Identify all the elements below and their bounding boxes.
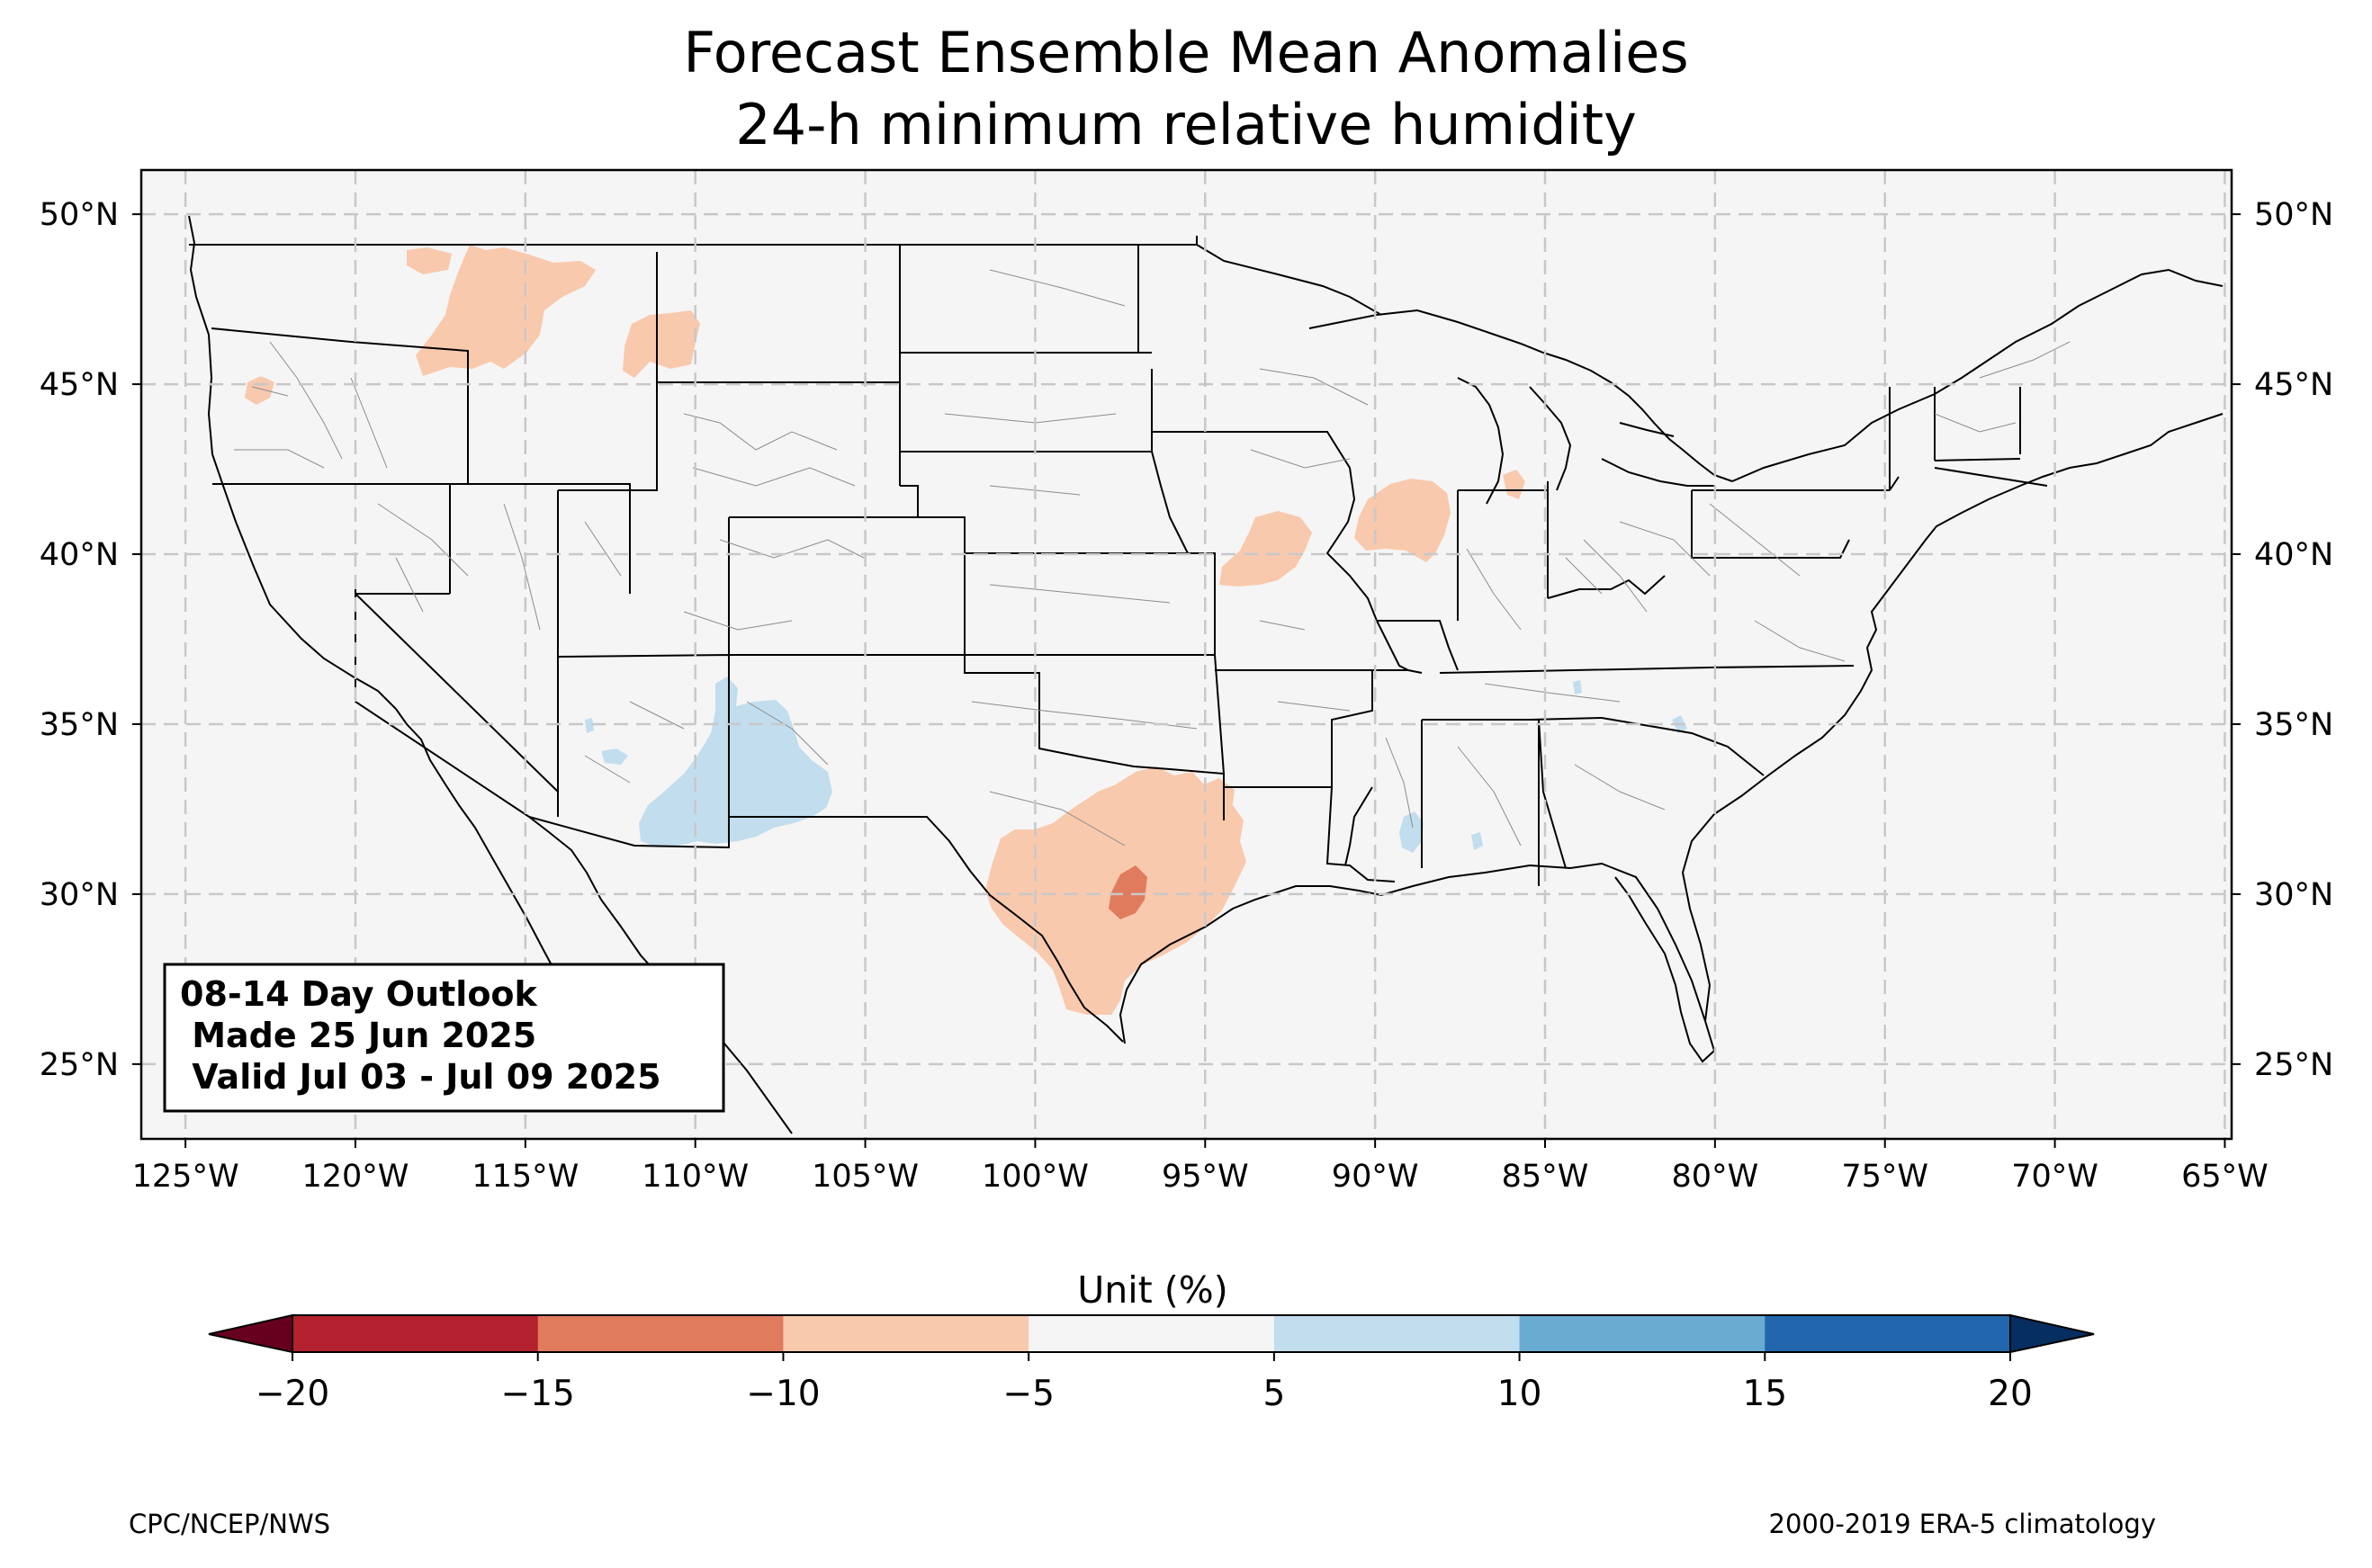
colorbar-segment <box>292 1315 539 1352</box>
lat-tick-label-right: 30°N <box>2254 877 2333 913</box>
anomaly-region-indiana-small <box>1503 470 1525 499</box>
colorbar-segment <box>1273 1315 1521 1352</box>
footer-source: CPC/NCEP/NWS <box>129 1509 330 1539</box>
lat-tick-labels-left: 50°N 45°N 40°N 35°N 30°N 25°N <box>40 197 119 1083</box>
lon-tick-label: 120°W <box>302 1159 409 1195</box>
colorbar-tick-label: −5 <box>1002 1374 1055 1414</box>
anomaly-region-east-texas-small <box>1204 778 1235 823</box>
info-box-frame <box>163 963 725 1113</box>
info-box-made-date: Made 25 Jun 2025 <box>180 1016 536 1055</box>
lat-tick-label-left: 40°N <box>40 537 119 573</box>
lat-tick-label-left: 25°N <box>40 1047 119 1083</box>
colorbar-segments <box>292 1315 2011 1352</box>
lon-tick-label: 125°W <box>132 1159 239 1195</box>
lat-tick-label-left: 30°N <box>40 877 119 913</box>
colorbar-segment <box>537 1315 784 1352</box>
lon-tick-label: 110°W <box>642 1159 749 1195</box>
lat-tick-label-right: 25°N <box>2254 1047 2333 1083</box>
lat-tick-label-left: 50°N <box>40 197 119 233</box>
lat-tick-label-right: 50°N <box>2254 197 2333 233</box>
baja-coast <box>528 816 793 1134</box>
gulf-coast <box>1119 862 1716 1063</box>
anomaly-region-texas-core <box>1109 865 1147 919</box>
border-west <box>211 245 2048 886</box>
colorbar-segment <box>1519 1315 1766 1352</box>
lon-tick-label: 115°W <box>472 1159 579 1195</box>
lon-tick-label: 85°W <box>1502 1159 1589 1195</box>
lat-tick-label-left: 35°N <box>40 707 119 743</box>
map-panel: 125°W 120°W 115°W 110°W 105°W 100°W 95°W 90°W 85… <box>40 168 2333 1195</box>
pacific-coast <box>188 215 599 1049</box>
great-lakes <box>1308 309 1733 505</box>
footer-climatology: 2000-2019 ERA-5 climatology <box>1769 1509 2156 1539</box>
anomaly-region-new-mexico <box>639 676 832 847</box>
colorbar-segment <box>783 1315 1029 1352</box>
colorbar-tick-label: −10 <box>746 1374 820 1414</box>
lon-tick-labels: 125°W 120°W 115°W 110°W 105°W 100°W 95°W 90°W 85… <box>132 1159 2269 1195</box>
colorbar-tick-label: 5 <box>1262 1374 1285 1414</box>
anomaly-region-arizona-small <box>601 748 628 765</box>
colorbar-tick-label: −15 <box>501 1374 575 1414</box>
colorbar-tick-label: 10 <box>1497 1374 1542 1414</box>
map-frame <box>139 168 2233 1141</box>
anomaly-region-mississippi <box>1399 811 1424 853</box>
title-line-1: Forecast Ensemble Mean Anomalies <box>683 20 1688 85</box>
colorbar-segment <box>1029 1315 1275 1352</box>
colorbar-over-extension <box>2009 1313 2095 1354</box>
atlantic-coast <box>1681 413 2224 1022</box>
colorbar-tick-label: −20 <box>256 1374 329 1414</box>
colorbar: Unit (%) −20 −15 −10 −5 5 10 15 20 <box>208 1268 2095 1414</box>
lon-tick-label: 80°W <box>1672 1159 1759 1195</box>
anomaly-region-north-idaho <box>407 247 452 274</box>
colorbar-label: Unit (%) <box>1077 1268 1227 1312</box>
colorbar-ticks: −20 −15 −10 −5 5 10 15 20 <box>256 1352 2033 1414</box>
anomaly-region-northern-rockies <box>416 245 596 376</box>
lat-tick-labels-right: 50°N 45°N 40°N 35°N 30°N 25°N <box>2254 197 2333 1083</box>
anomaly-region-missouri <box>1219 511 1312 587</box>
info-box-outlook: 08-14 Day Outlook <box>180 974 538 1014</box>
anomaly-region-georgia-dot <box>1573 680 1582 694</box>
lon-tick-label: 65°W <box>2181 1159 2269 1195</box>
lon-tick-label: 95°W <box>1162 1159 1249 1195</box>
coastline-layer <box>188 215 2224 1134</box>
lat-tick-label-right: 40°N <box>2254 537 2333 573</box>
border-mexico <box>528 816 1124 1043</box>
border-canada <box>189 236 2224 482</box>
colorbar-segment <box>1765 1315 2011 1352</box>
colorbar-frame <box>292 1314 2011 1353</box>
lon-tick-label: 90°W <box>1332 1159 1419 1195</box>
lon-tick-label: 105°W <box>812 1159 919 1195</box>
gridlines <box>141 170 2232 1139</box>
info-box: 08-14 Day Outlook Made 25 Jun 2025 Valid… <box>163 963 725 1113</box>
lon-tick-label: 100°W <box>982 1159 1089 1195</box>
tick-marks <box>132 213 2241 1148</box>
anomaly-region-arizona-dot <box>585 718 594 733</box>
anomaly-region-montana <box>623 310 700 378</box>
colorbar-under-extension <box>208 1313 293 1354</box>
anomaly-region-alabama-dot <box>1471 832 1483 850</box>
lat-tick-label-right: 35°N <box>2254 707 2333 743</box>
colorbar-tick-label: 15 <box>1742 1374 1787 1414</box>
info-box-valid-dates: Valid Jul 03 - Jul 09 2025 <box>180 1057 661 1097</box>
anomaly-region-illinois <box>1354 479 1451 562</box>
anomaly-layer <box>245 245 1687 1015</box>
lon-tick-label: 70°W <box>2011 1159 2098 1195</box>
lat-tick-label-left: 45°N <box>40 367 119 403</box>
state-borders-layer <box>189 236 2224 1043</box>
lon-tick-label: 75°W <box>1841 1159 1928 1195</box>
lat-tick-label-right: 45°N <box>2254 367 2333 403</box>
title-line-2: 24-h minimum relative humidity <box>735 92 1637 157</box>
colorbar-tick-label: 20 <box>1988 1374 2033 1414</box>
